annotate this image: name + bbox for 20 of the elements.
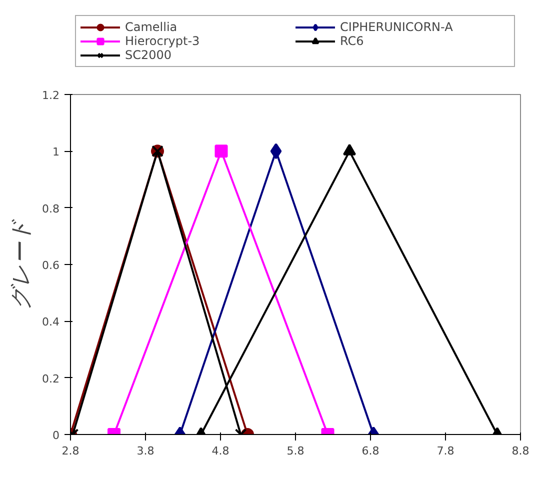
y-tick-label: 0.6 bbox=[42, 259, 60, 272]
y-tick-label: 0.4 bbox=[42, 316, 60, 329]
x-tick-label: 4.8 bbox=[212, 444, 230, 458]
legend-label: CIPHERUNICORN-A bbox=[340, 20, 454, 34]
x-tick-label: 7.8 bbox=[436, 444, 454, 458]
legend-label: Camellia bbox=[125, 20, 178, 34]
y-axis-title: グレード bbox=[9, 219, 34, 310]
y-tick-label: 0.8 bbox=[42, 202, 60, 216]
x-tick-label: 8.8 bbox=[512, 444, 530, 458]
y-tick-label: 0.2 bbox=[42, 372, 60, 386]
legend-label: SC2000 bbox=[125, 48, 173, 62]
x-tick-label: 3.8 bbox=[136, 444, 154, 458]
legend-label: RC6 bbox=[340, 34, 365, 48]
x-tick-label: 5.8 bbox=[286, 444, 304, 458]
y-tick-label: 1.2 bbox=[42, 89, 60, 102]
y-tick-label: 1 bbox=[52, 146, 60, 159]
y-tick-label: 0 bbox=[52, 429, 60, 442]
x-tick-label: 6.8 bbox=[362, 444, 380, 458]
legend-label: Hierocrypt-3 bbox=[125, 34, 201, 48]
x-tick-label: 2.8 bbox=[62, 444, 80, 458]
